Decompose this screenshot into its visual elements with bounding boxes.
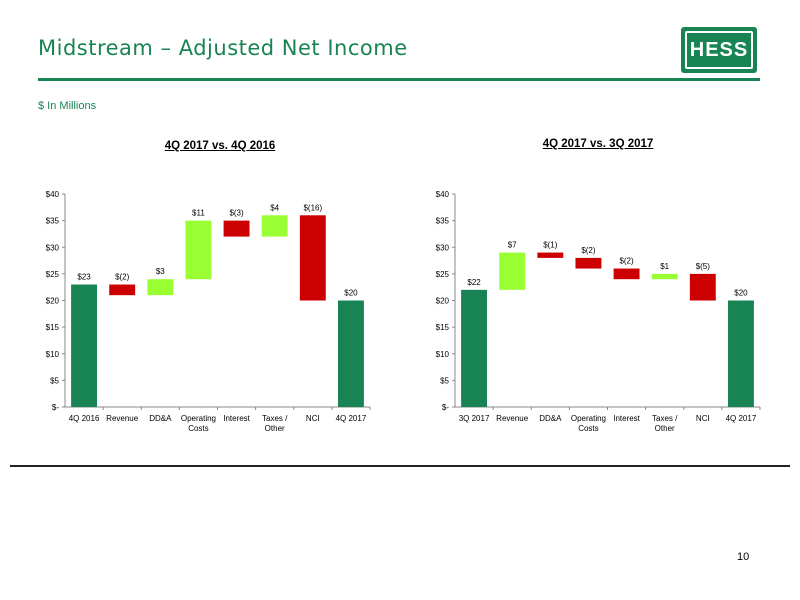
category-label: Operating Costs bbox=[571, 414, 606, 433]
waterfall-bar-total bbox=[71, 284, 98, 407]
category-label: NCI bbox=[306, 414, 320, 423]
waterfall-chart-left: $- $5 $10 $15 $20 $25 $30 $35 $40 $23 4Q 2016 $(2) R… bbox=[46, 190, 371, 433]
waterfall-bar-decrease bbox=[223, 220, 250, 237]
category-label: Taxes / Other bbox=[652, 414, 678, 433]
hess-logo: HESS bbox=[681, 27, 757, 73]
y-tick-label: $40 bbox=[436, 190, 450, 199]
category-label: Interest bbox=[223, 414, 250, 423]
data-label: $20 bbox=[344, 289, 358, 298]
waterfall-bar-increase bbox=[261, 215, 288, 237]
logo-border: HESS bbox=[685, 31, 753, 69]
chart-title-left: 4Q 2017 vs. 4Q 2016 bbox=[164, 140, 276, 152]
waterfall-chart-right: $- $5 $10 $15 $20 $25 $30 $35 $40 $22 3Q 2017 $7 Rev… bbox=[436, 190, 761, 433]
y-tick-label: $20 bbox=[46, 297, 60, 306]
data-label: $11 bbox=[192, 209, 205, 218]
data-label: $(2) bbox=[115, 273, 130, 282]
y-tick-label: $30 bbox=[46, 243, 60, 252]
waterfall-bar-decrease bbox=[299, 215, 326, 301]
chart-title-right: 4Q 2017 vs. 3Q 2017 bbox=[542, 138, 654, 150]
y-tick-label: $15 bbox=[436, 323, 450, 332]
y-tick-label: $20 bbox=[436, 297, 450, 306]
y-tick-label: $15 bbox=[46, 323, 60, 332]
y-tick-label: $10 bbox=[436, 350, 450, 359]
waterfall-bar-increase bbox=[651, 273, 678, 280]
y-tick-label: $30 bbox=[436, 243, 450, 252]
category-label: Operating Costs bbox=[181, 414, 216, 433]
units-label: $ In Millions bbox=[38, 100, 97, 112]
data-label: $23 bbox=[77, 273, 91, 282]
y-tick-label: $5 bbox=[50, 376, 59, 385]
data-label: $7 bbox=[508, 241, 517, 250]
waterfall-bar-total bbox=[337, 300, 364, 407]
waterfall-bar-decrease bbox=[689, 273, 716, 301]
y-tick-label: $40 bbox=[46, 190, 60, 199]
category-label: DD&A bbox=[149, 414, 172, 423]
category-label: DD&A bbox=[539, 414, 562, 423]
data-label: $(1) bbox=[543, 241, 558, 250]
category-label: Revenue bbox=[106, 414, 139, 423]
y-tick-label: $- bbox=[442, 403, 449, 412]
category-label: 4Q 2017 bbox=[726, 414, 757, 423]
y-tick-label: $25 bbox=[46, 270, 60, 279]
y-tick-label: $35 bbox=[46, 217, 60, 226]
y-tick-label: $5 bbox=[440, 376, 449, 385]
waterfall-bar-decrease bbox=[575, 257, 602, 269]
footer-divider bbox=[10, 465, 790, 467]
data-label: $(3) bbox=[229, 209, 244, 218]
category-label: 4Q 2016 bbox=[69, 414, 100, 423]
waterfall-bar-total bbox=[461, 289, 488, 407]
data-label: $3 bbox=[156, 267, 165, 276]
waterfall-bar-total bbox=[727, 300, 754, 407]
data-label: $22 bbox=[467, 278, 481, 287]
waterfall-bar-decrease bbox=[109, 284, 136, 296]
page-title: Midstream – Adjusted Net Income bbox=[38, 36, 408, 60]
category-label: NCI bbox=[696, 414, 710, 423]
waterfall-bar-decrease bbox=[537, 252, 564, 258]
category-label: 3Q 2017 bbox=[459, 414, 490, 423]
category-label: Taxes / Other bbox=[262, 414, 288, 433]
title-divider bbox=[38, 78, 760, 81]
logo-text: HESS bbox=[689, 38, 749, 61]
data-label: $(2) bbox=[619, 257, 634, 266]
category-label: Interest bbox=[613, 414, 640, 423]
data-label: $20 bbox=[734, 289, 748, 298]
data-label: $1 bbox=[660, 262, 669, 271]
data-label: $(16) bbox=[303, 203, 322, 212]
data-label: $4 bbox=[270, 203, 279, 212]
page-number: 10 bbox=[737, 551, 750, 563]
waterfall-bar-increase bbox=[499, 252, 526, 290]
y-tick-label: $35 bbox=[436, 217, 450, 226]
waterfall-bar-decrease bbox=[613, 268, 640, 280]
waterfall-bar-increase bbox=[185, 220, 212, 280]
y-tick-label: $- bbox=[52, 403, 59, 412]
data-label: $(2) bbox=[581, 246, 596, 255]
category-label: 4Q 2017 bbox=[336, 414, 367, 423]
category-label: Revenue bbox=[496, 414, 529, 423]
y-tick-label: $10 bbox=[46, 350, 60, 359]
waterfall-bar-increase bbox=[147, 279, 174, 296]
y-tick-label: $25 bbox=[436, 270, 450, 279]
data-label: $(5) bbox=[696, 262, 711, 271]
